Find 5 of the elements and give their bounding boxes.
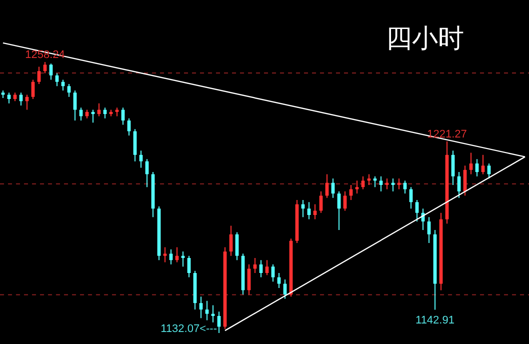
annotation: 1132.07<--- (160, 323, 218, 335)
chart-title: 四小时 (386, 24, 464, 54)
annotation: 1258.24 (25, 49, 65, 61)
annotation: 1142.91 (416, 314, 454, 327)
annotation: 1221.27 (427, 128, 467, 140)
